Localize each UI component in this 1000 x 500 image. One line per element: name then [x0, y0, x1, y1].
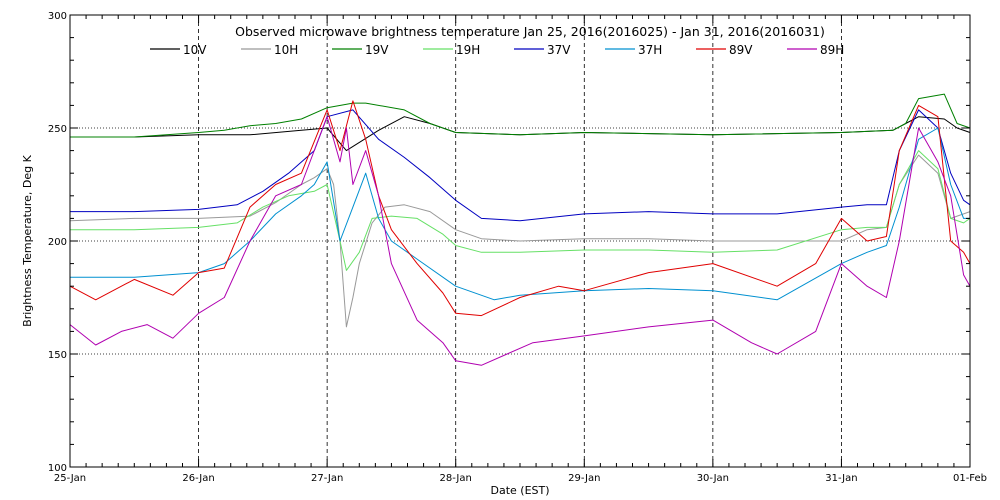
y-tick-label-100: 100 [48, 463, 67, 474]
legend-label-10H: 10H [274, 43, 298, 57]
legend-label-37V: 37V [547, 43, 571, 57]
series-line-89V [69, 100, 971, 317]
x-tick-label-29-Jan: 29-Jan [568, 473, 600, 484]
legend: 10V 10H 19V 19H 37V 37H 89V 89H [150, 43, 844, 57]
series-line-37V [70, 109, 971, 222]
x-tick-label-26-Jan: 26-Jan [182, 473, 214, 484]
y-tick-label-250: 250 [48, 124, 67, 135]
series-line-19V [70, 93, 971, 138]
axis-ticks: 100 150 200 250 300 25-Jan 26-Jan 27-Jan 28-Jan 2… [48, 11, 987, 484]
x-tick-label-30-Jan: 30-Jan [697, 473, 729, 484]
x-tick-label-27-Jan: 27-Jan [311, 473, 343, 484]
x-tick-label-01-Feb: 01-Feb [953, 473, 987, 484]
legend-label-10V: 10V [183, 43, 207, 57]
y-tick-label-150: 150 [48, 350, 67, 361]
y-tick-label-200: 200 [48, 237, 67, 248]
legend-label-89V: 89V [729, 43, 753, 57]
series-line-89H [69, 116, 971, 366]
series-line-37H [70, 127, 970, 301]
legend-label-19V: 19V [365, 43, 389, 57]
x-axis-title: Date (EST) [490, 484, 549, 497]
y-axis-title: Brightness Temperature, Deg K [21, 154, 34, 326]
legend-label-37H: 37H [638, 43, 662, 57]
y-tick-label-300: 300 [48, 11, 67, 22]
series-lines [69, 93, 971, 366]
series-line-19H [70, 150, 971, 271]
x-tick-label-25-Jan: 25-Jan [54, 473, 86, 484]
x-tick-label-31-Jan: 31-Jan [825, 473, 857, 484]
legend-label-89H: 89H [820, 43, 844, 57]
chart-title: Observed microwave brightness temperatur… [235, 24, 825, 39]
legend-label-19H: 19H [456, 43, 480, 57]
x-tick-label-28-Jan: 28-Jan [440, 473, 472, 484]
